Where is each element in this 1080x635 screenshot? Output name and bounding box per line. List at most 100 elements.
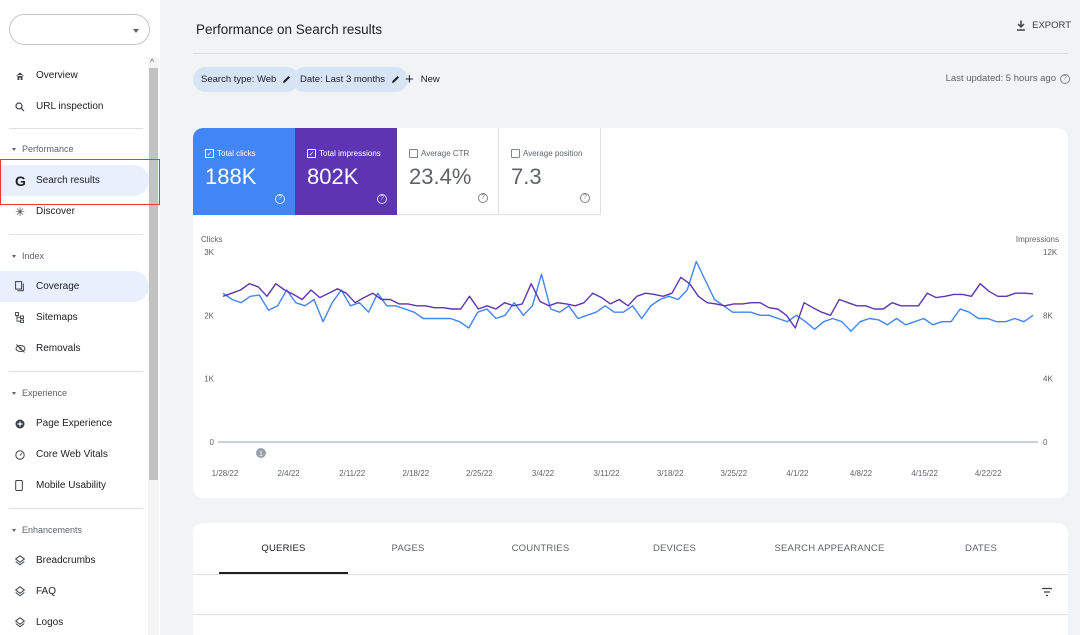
new-filter-button[interactable]: + New	[405, 67, 440, 92]
page-title: Performance on Search results	[196, 22, 383, 37]
sidebar-item-coverage[interactable]: Coverage	[0, 271, 149, 302]
sidebar-item-removals[interactable]: Removals	[0, 333, 149, 364]
tab-devices[interactable]: DEVICES	[623, 523, 726, 574]
search-icon	[0, 101, 36, 112]
highlight-box	[0, 159, 160, 205]
add-circle-icon	[0, 419, 36, 429]
filter-chip-label: Search type: Web	[201, 74, 277, 85]
section-title: Enhancements	[22, 525, 83, 535]
sidebar-item-page-experience[interactable]: Page Experience	[0, 408, 149, 439]
last-updated: Last updated: 5 hours ago ?	[946, 73, 1070, 84]
checkbox-checked-icon[interactable]: ✓	[307, 149, 316, 158]
google-g-icon: G	[15, 172, 26, 189]
sidebar-item-faq[interactable]: FAQ	[0, 576, 149, 607]
sitemap-icon	[0, 312, 36, 323]
metric-label: Total impressions	[319, 149, 381, 158]
filter-chip-label: Date: Last 3 months	[300, 74, 386, 85]
edit-pencil-icon	[283, 76, 291, 83]
metric-value: 802K	[307, 164, 359, 189]
section-enhancements[interactable]: Enhancements	[12, 525, 82, 535]
sidebar-item-label: Sitemaps	[36, 312, 78, 323]
sidebar-item-logos[interactable]: Logos	[0, 607, 149, 635]
sidebar-item-breadcrumbs[interactable]: Breadcrumbs	[0, 545, 149, 576]
sidebar-item-label: Overview	[36, 70, 78, 81]
checkbox-icon[interactable]	[409, 149, 418, 158]
chevron-down-icon[interactable]	[133, 29, 139, 33]
section-performance[interactable]: Performance	[12, 144, 74, 154]
help-icon[interactable]: ?	[580, 193, 590, 203]
home-icon	[0, 71, 36, 81]
tab-queries[interactable]: QUERIES	[219, 523, 348, 574]
x-tick-label: 3/25/22	[720, 469, 747, 478]
right-tick-label: 8K	[1043, 311, 1053, 320]
annotation-label: 1	[259, 451, 263, 458]
x-tick-label: 4/1/22	[786, 469, 809, 478]
x-tick-label: 3/18/22	[657, 469, 684, 478]
filter-chip-search-type[interactable]: Search type: Web	[193, 67, 300, 92]
tab-dates[interactable]: DATES	[931, 523, 1031, 574]
help-icon[interactable]: ?	[1060, 73, 1070, 84]
section-experience[interactable]: Experience	[12, 388, 67, 398]
metric-value: 188K	[205, 164, 257, 189]
sidebar-item-label: Coverage	[36, 281, 80, 292]
sidebar-item-url-inspection[interactable]: URL inspection	[0, 91, 149, 122]
speed-icon	[0, 449, 36, 460]
x-tick-label: 2/25/22	[466, 469, 493, 478]
left-tick-label: 1K	[204, 375, 214, 384]
tab-search-appearance[interactable]: SEARCH APPEARANCE	[758, 523, 901, 574]
sidebar-item-label: FAQ	[36, 586, 57, 597]
filter-rows-icon[interactable]	[1041, 587, 1053, 597]
document-copy-icon	[0, 281, 36, 292]
export-button[interactable]: EXPORT	[1016, 20, 1071, 31]
sidebar-item-overview[interactable]: Overview	[0, 60, 149, 91]
sidebar-scrollbar[interactable]: ^	[148, 58, 159, 635]
metric-average-ctr[interactable]: Average CTR 23.4% ?	[397, 128, 499, 215]
scrollbar-thumb[interactable]	[149, 68, 158, 480]
section-title: Performance	[22, 144, 74, 154]
sidebar-item-label: Removals	[36, 343, 81, 354]
tab-pages[interactable]: PAGES	[358, 523, 458, 574]
sidebar-item-sitemaps[interactable]: Sitemaps	[0, 302, 149, 333]
checkbox-icon[interactable]	[511, 149, 520, 158]
scroll-up-icon[interactable]: ^	[150, 57, 155, 67]
property-selector[interactable]	[9, 14, 150, 45]
sidebar-item-search-results[interactable]: G Search results	[0, 165, 149, 196]
divider	[9, 128, 143, 129]
metric-average-position[interactable]: Average position 7.3 ?	[499, 128, 601, 215]
sidebar-item-label: URL inspection	[36, 101, 104, 112]
right-tick-label: 0	[1043, 438, 1048, 447]
annotation-marker	[256, 448, 266, 458]
sidebar-item-label: Search results	[36, 175, 100, 186]
performance-line-chart[interactable]: Clicks Impressions 3K 2K 1K 0 12K 8K 4K 0 1/28/22 2…	[193, 228, 1068, 488]
checkbox-checked-icon[interactable]: ✓	[205, 149, 214, 158]
tabs-divider	[193, 574, 1068, 575]
help-icon[interactable]: ?	[478, 193, 488, 203]
expand-triangle-icon	[12, 254, 16, 258]
smartphone-icon	[0, 480, 36, 491]
metric-total-impressions[interactable]: ✓ Total impressions 802K ?	[295, 128, 397, 215]
tab-label: COUNTRIES	[511, 543, 570, 554]
tab-countries[interactable]: COUNTRIES	[483, 523, 598, 574]
new-label: New	[420, 74, 440, 85]
sidebar-item-discover[interactable]: ✳ Discover	[0, 196, 149, 227]
tab-label: DEVICES	[652, 543, 697, 554]
series-line-clicks	[222, 260, 1034, 332]
help-icon[interactable]: ?	[377, 194, 387, 204]
x-tick-label: 4/22/22	[975, 469, 1002, 478]
sidebar-item-core-web-vitals[interactable]: Core Web Vitals	[0, 439, 149, 470]
metric-total-clicks[interactable]: ✓ Total clicks 188K ?	[193, 128, 295, 215]
tab-label: DATES	[965, 543, 997, 554]
expand-triangle-icon	[12, 147, 16, 151]
tab-label: SEARCH APPEARANCE	[774, 543, 885, 554]
left-tick-label: 2K	[204, 311, 214, 320]
right-tick-label: 12K	[1043, 248, 1058, 257]
sidebar: ^ Overview URL inspection Performance G …	[0, 0, 160, 635]
performance-chart-card: ✓ Total clicks 188K ? ✓ Total impressions …	[193, 128, 1068, 498]
divider	[9, 234, 143, 235]
sidebar-item-label: Page Experience	[36, 418, 113, 429]
metric-label: Average CTR	[421, 149, 470, 158]
filter-chip-date[interactable]: Date: Last 3 months	[292, 67, 409, 92]
help-icon[interactable]: ?	[275, 194, 285, 204]
sidebar-item-mobile-usability[interactable]: Mobile Usability	[0, 470, 149, 501]
section-index[interactable]: Index	[12, 251, 44, 261]
